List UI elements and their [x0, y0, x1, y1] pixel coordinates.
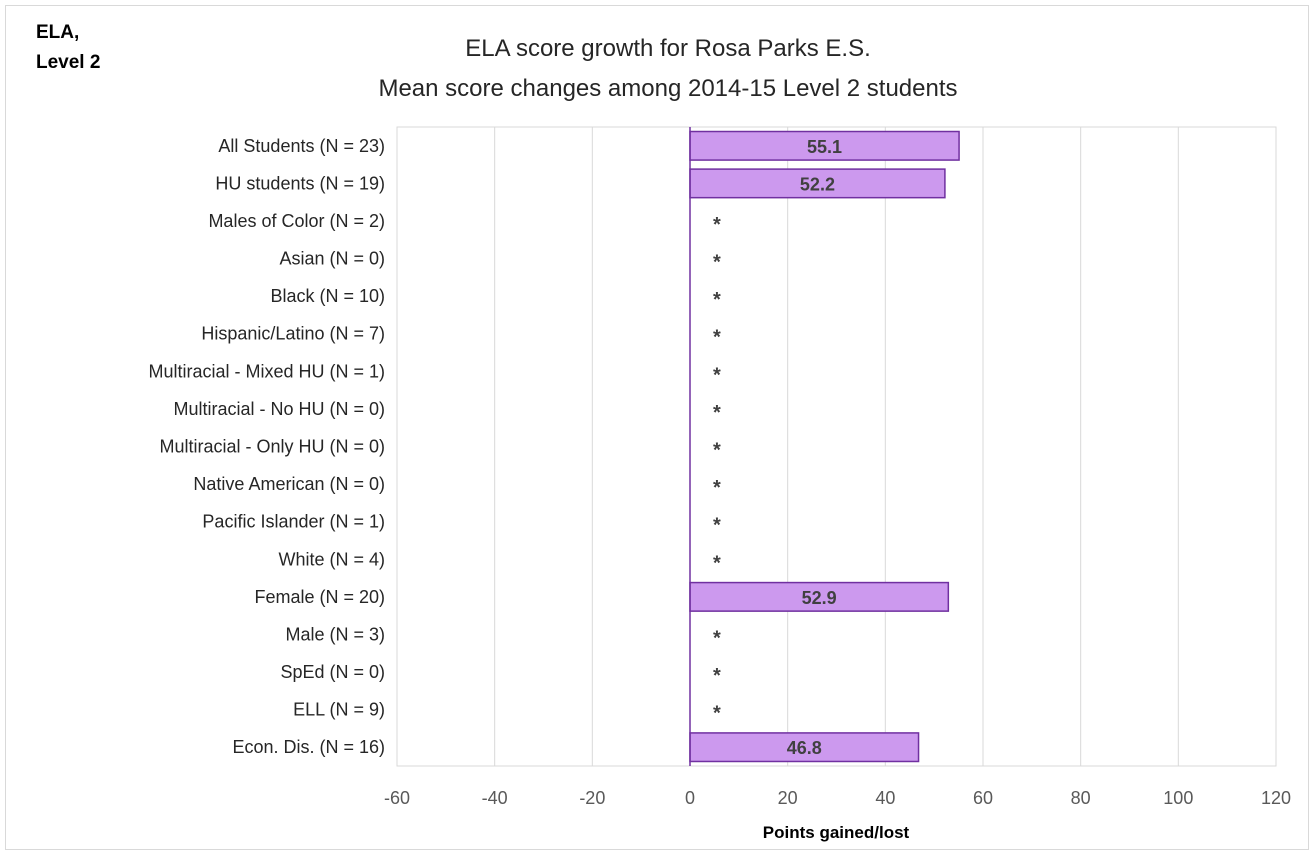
- category-label: Male (N = 3): [285, 624, 385, 644]
- data-label: 55.1: [807, 137, 842, 157]
- x-tick-label: 120: [1261, 788, 1291, 808]
- suppressed-marker: *: [713, 402, 721, 424]
- x-tick-label: -40: [482, 788, 508, 808]
- suppressed-marker: *: [713, 364, 721, 386]
- category-label: Multiracial - Only HU (N = 0): [159, 437, 385, 457]
- plot-area: -60 -40 -20 0 20 40 60 80 100 120 All Students (N …: [148, 126, 1291, 808]
- suppressed-marker: *: [713, 552, 721, 574]
- bar: [689, 168, 946, 199]
- bar: [689, 581, 950, 612]
- category-label: Multiracial - Mixed HU (N = 1): [148, 361, 385, 381]
- category-label: All Students (N = 23): [218, 136, 385, 156]
- suppressed-marker: *: [713, 289, 721, 311]
- suppressed-marker: *: [713, 703, 721, 725]
- category-label: White (N = 4): [278, 549, 385, 569]
- data-label: 46.8: [787, 738, 822, 758]
- x-tick-label: 100: [1163, 788, 1193, 808]
- suppressed-marker: *: [713, 515, 721, 537]
- suppressed-marker: *: [713, 665, 721, 687]
- category-label: Multiracial - No HU (N = 0): [173, 399, 385, 419]
- suppressed-marker: *: [713, 440, 721, 462]
- suppressed-marker: *: [713, 252, 721, 274]
- data-label: 52.9: [802, 588, 837, 608]
- category-label: Black (N = 10): [270, 286, 385, 306]
- suppressed-marker: *: [713, 327, 721, 349]
- suppressed-marker: *: [713, 477, 721, 499]
- category-label: Native American (N = 0): [193, 474, 385, 494]
- data-label: 52.2: [800, 174, 835, 194]
- chart-frame: [5, 5, 1309, 850]
- category-label: Pacific Islander (N = 1): [202, 512, 385, 532]
- plot-border: [396, 126, 1277, 767]
- subject-label: ELA,: [36, 22, 80, 43]
- chart-subtitle: Mean score changes among 2014-15 Level 2…: [378, 75, 957, 102]
- x-tick-label: -60: [384, 788, 410, 808]
- x-tick-label: 80: [1071, 788, 1091, 808]
- x-tick-label: -20: [579, 788, 605, 808]
- subject-level-label: ELA, Level 2: [36, 18, 100, 78]
- chart-title: ELA score growth for Rosa Parks E.S.: [465, 35, 871, 62]
- x-tick-label: 40: [875, 788, 895, 808]
- bar: [689, 732, 920, 763]
- category-label: HU students (N = 19): [215, 173, 385, 193]
- category-label: ELL (N = 9): [293, 700, 385, 720]
- x-tick-label: 60: [973, 788, 993, 808]
- suppressed-marker: *: [713, 214, 721, 236]
- category-label: Asian (N = 0): [279, 249, 385, 269]
- category-label: Econ. Dis. (N = 16): [232, 737, 385, 757]
- category-label: SpEd (N = 0): [280, 662, 385, 682]
- category-label: Female (N = 20): [254, 587, 385, 607]
- category-label: Males of Color (N = 2): [208, 211, 385, 231]
- level-label: Level 2: [36, 52, 101, 73]
- suppressed-marker: *: [713, 627, 721, 649]
- x-tick-label: 20: [778, 788, 798, 808]
- x-axis-label: Points gained/lost: [763, 823, 910, 842]
- bar: [689, 130, 960, 161]
- x-tick-label: 0: [685, 788, 695, 808]
- category-label: Hispanic/Latino (N = 7): [201, 324, 385, 344]
